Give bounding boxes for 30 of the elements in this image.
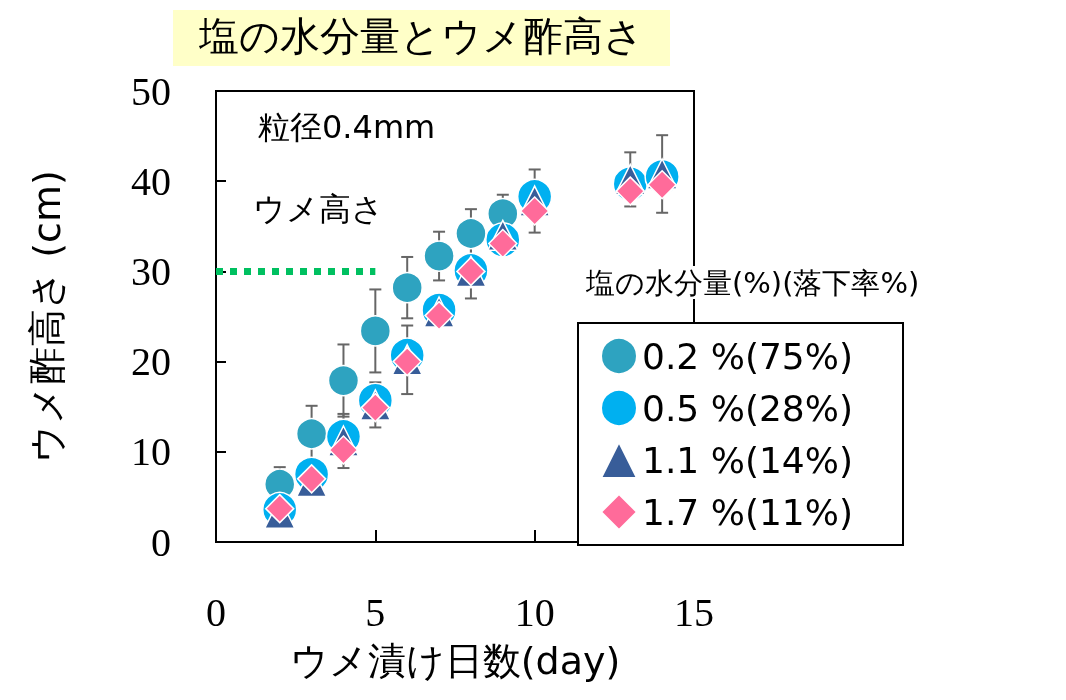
point bbox=[327, 364, 360, 397]
point bbox=[488, 228, 518, 259]
legend-title: 塩の水分量(%)(落下率%) bbox=[585, 265, 920, 300]
point bbox=[615, 176, 646, 206]
x-tick-label: 15 bbox=[674, 589, 714, 635]
point bbox=[295, 418, 328, 450]
chart-title: 塩の水分量とウメ酢高さ bbox=[198, 13, 644, 59]
y-tick-label: 0 bbox=[151, 519, 171, 565]
annotation: ウメ高さ bbox=[253, 190, 384, 228]
annotation: 粒径0.4mm bbox=[258, 108, 436, 146]
point bbox=[455, 217, 487, 250]
y-tick-label: 50 bbox=[131, 68, 171, 114]
y-tick-label: 40 bbox=[131, 158, 171, 204]
point bbox=[391, 271, 423, 304]
legend-label: 1.7 %(11%) bbox=[642, 491, 854, 533]
y-tick-label: 30 bbox=[131, 248, 171, 294]
y-tick-label: 10 bbox=[131, 429, 171, 475]
y-axis-title: ウメ酢高さ (cm) bbox=[25, 170, 69, 463]
legend-label: 0.5 %(28%) bbox=[642, 387, 854, 429]
point bbox=[328, 435, 359, 465]
x-tick-label: 5 bbox=[365, 589, 386, 635]
point bbox=[519, 196, 550, 226]
legend-label: 1.1 %(14%) bbox=[642, 439, 854, 481]
point bbox=[423, 240, 455, 272]
legend-label: 0.2 %(75%) bbox=[642, 335, 854, 377]
x-axis-title: ウメ漬け日数(day) bbox=[289, 639, 621, 683]
point bbox=[359, 315, 392, 347]
x-tick-label: 10 bbox=[514, 589, 555, 635]
y-tick-label: 20 bbox=[131, 339, 171, 385]
x-tick-label: 0 bbox=[206, 589, 226, 635]
